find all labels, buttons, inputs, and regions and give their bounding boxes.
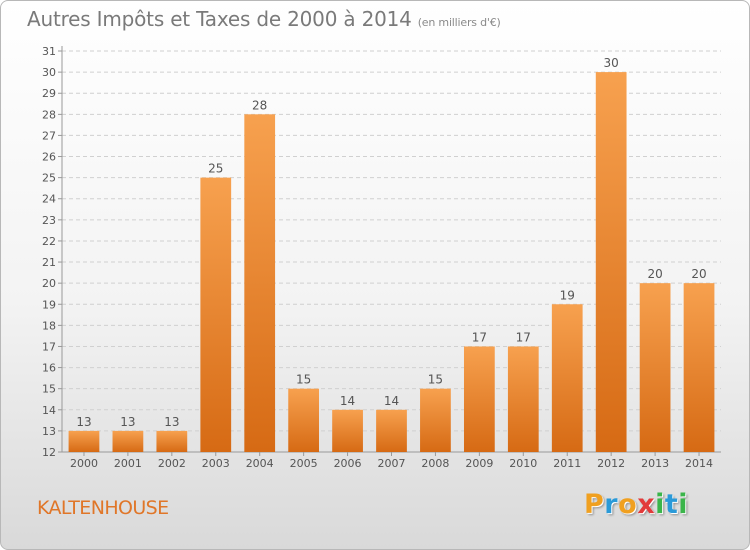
y-tick-label: 28: [42, 108, 56, 121]
x-tick-label: 2011: [553, 457, 581, 470]
y-tick-label: 18: [42, 319, 56, 332]
bar-value-label: 14: [384, 394, 399, 408]
x-tick-label: 2013: [641, 457, 669, 470]
bar: [463, 346, 495, 452]
bar: [244, 114, 276, 452]
x-tick-label: 2006: [334, 457, 362, 470]
bar: [288, 388, 320, 452]
y-tick-label: 20: [42, 277, 56, 290]
bar-value-label: 17: [516, 330, 531, 344]
chart-unit: (en milliers d'€): [417, 16, 501, 29]
bar: [420, 388, 451, 452]
chart-title-text: Autres Impôts et Taxes de 2000 à 2014: [27, 7, 412, 31]
bar-value-label: 15: [296, 373, 311, 387]
y-tick-label: 24: [42, 193, 56, 206]
proxiti-logo: Proxiti: [584, 489, 688, 520]
bar-value-label: 20: [691, 267, 706, 281]
bar: [507, 346, 539, 452]
logo-letter: P: [584, 489, 605, 520]
x-tick-label: 2004: [246, 457, 274, 470]
y-tick-label: 16: [42, 362, 56, 375]
city-name: KALTENHOUSE: [37, 497, 169, 519]
data-labels: 13 13 13 25 28 15 14 14 15 17 17 19 30 20 20: [76, 56, 706, 429]
y-tick-label: 23: [42, 214, 56, 227]
x-tick-label: 2005: [290, 457, 318, 470]
y-tick-label: 25: [42, 172, 56, 185]
bar: [332, 409, 363, 452]
bar: [595, 72, 627, 453]
chart-title: Autres Impôts et Taxes de 2000 à 2014 (en…: [27, 7, 501, 31]
bar-value-label: 17: [472, 330, 487, 344]
x-tick-label: 2008: [421, 457, 449, 470]
y-tick-label: 22: [42, 235, 56, 248]
bar: [112, 430, 144, 452]
logo-letter: i: [678, 489, 689, 520]
bar-value-label: 25: [208, 162, 223, 176]
y-tick-label: 26: [42, 151, 56, 164]
x-tick-label: 2012: [597, 457, 625, 470]
y-axis-ticks: 12 13 14 15 16 17 18 19 20 21 22 23 24 25 26 27 28 29 30 31: [42, 45, 62, 459]
bar: [156, 430, 188, 452]
x-tick-label: 2007: [378, 457, 406, 470]
x-tick-label: 2002: [158, 457, 186, 470]
bar: [200, 177, 232, 452]
y-tick-label: 15: [42, 383, 56, 396]
bar: [376, 409, 407, 452]
bar-value-label: 15: [428, 373, 443, 387]
bar: [683, 283, 715, 452]
x-tick-label: 2014: [685, 457, 713, 470]
bar-value-label: 30: [604, 56, 619, 70]
bar-value-label: 28: [252, 98, 267, 112]
x-tick-label: 2010: [509, 457, 537, 470]
x-tick-label: 2001: [114, 457, 142, 470]
logo-letter: r: [604, 489, 619, 520]
bar-value-label: 13: [76, 415, 91, 429]
bar: [639, 283, 671, 452]
logo-letter: o: [618, 489, 638, 520]
logo-letter: i: [655, 489, 665, 520]
y-tick-label: 17: [42, 340, 56, 353]
bar-value-label: 13: [120, 415, 135, 429]
bar: [68, 430, 100, 452]
y-tick-label: 13: [42, 425, 56, 438]
x-tick-label: 2000: [70, 457, 98, 470]
y-tick-label: 27: [42, 129, 56, 142]
y-tick-label: 12: [42, 446, 56, 459]
y-tick-label: 19: [42, 298, 56, 311]
bar-value-label: 20: [647, 267, 662, 281]
y-tick-label: 31: [42, 45, 56, 58]
bar: [551, 304, 583, 452]
logo-letter: x: [637, 489, 656, 520]
bar-value-label: 14: [340, 394, 355, 408]
bars: [68, 72, 715, 453]
y-tick-label: 14: [42, 404, 56, 417]
x-axis-ticks: 2000 2001 2002 2003 2004 2005 2006 2007 2008 2009…: [70, 452, 713, 470]
bar-value-label: 19: [560, 288, 575, 302]
x-tick-label: 2009: [465, 457, 493, 470]
y-tick-label: 30: [42, 66, 56, 79]
y-tick-label: 29: [42, 87, 56, 100]
y-tick-label: 21: [42, 256, 56, 269]
logo-letter: t: [664, 489, 679, 520]
x-tick-label: 2003: [202, 457, 230, 470]
bar-value-label: 13: [164, 415, 179, 429]
